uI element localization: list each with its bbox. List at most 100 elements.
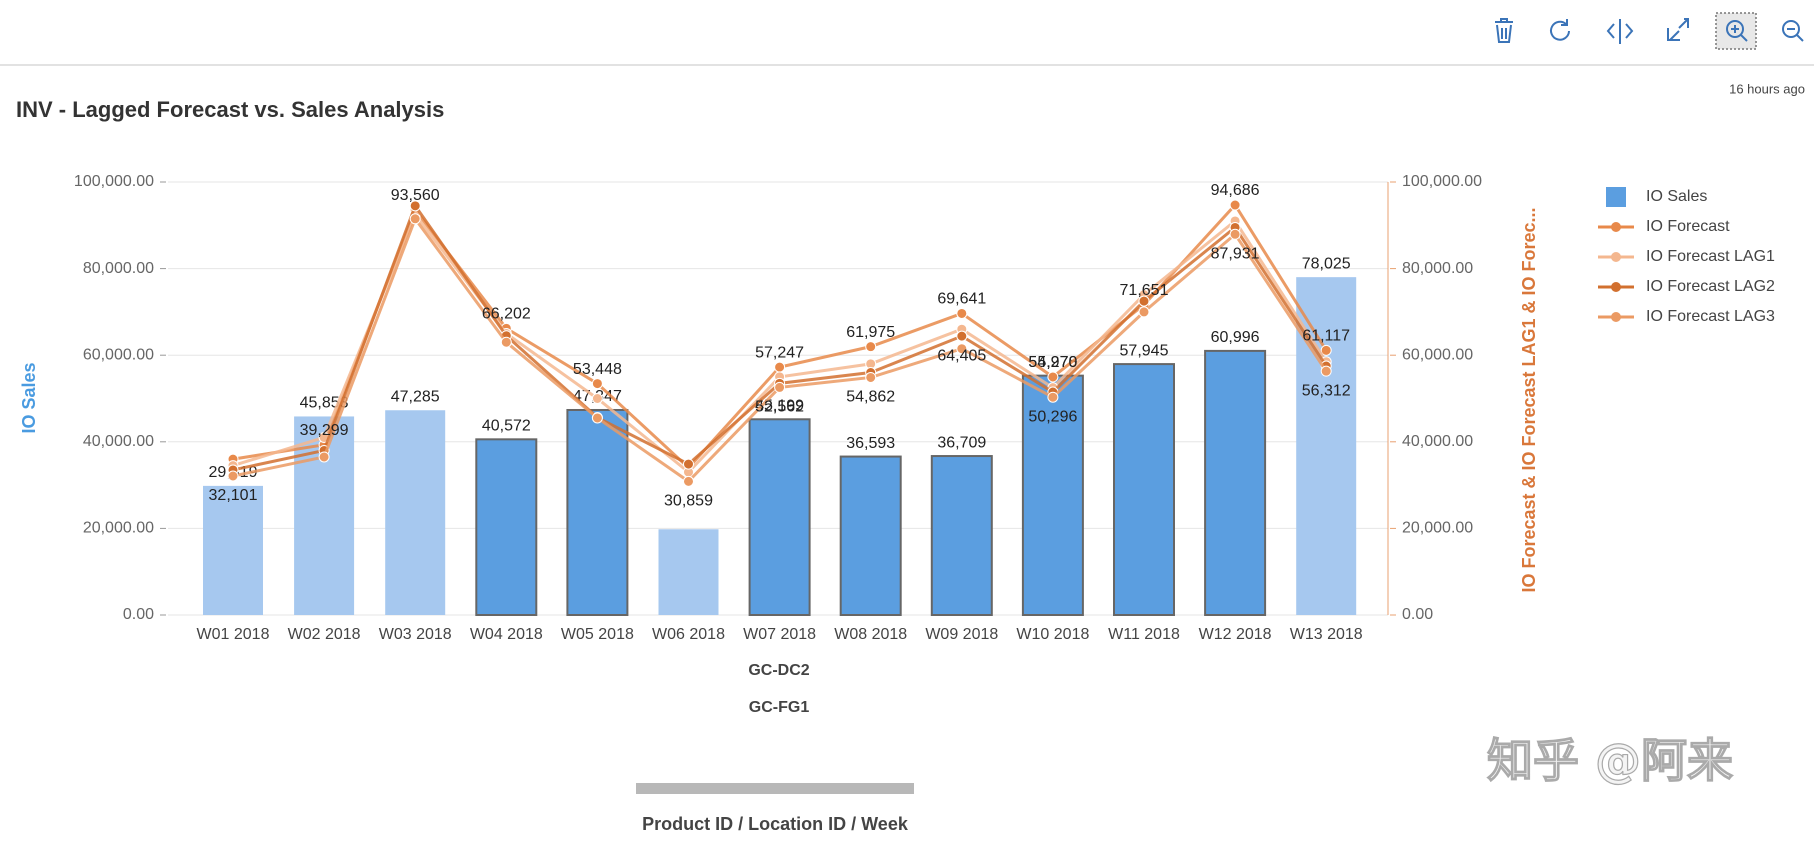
line-point <box>956 330 968 342</box>
bar-value-label: 57,945 <box>1120 342 1169 359</box>
scrollbar[interactable] <box>636 783 914 794</box>
line-value-label: 52,562 <box>755 399 804 416</box>
y-tick-label: 60,000.00 <box>83 346 154 363</box>
line-point <box>591 378 603 390</box>
y2-tick-label: 80,000.00 <box>1402 260 1473 277</box>
line-value-label: 66,202 <box>482 306 531 323</box>
x-tick-label: W02 2018 <box>288 626 361 643</box>
bar <box>839 455 902 616</box>
line-point <box>1229 228 1241 240</box>
line-point <box>1138 295 1150 307</box>
line-value-label: 61,117 <box>1302 328 1350 345</box>
line-value-label: 54,862 <box>846 389 895 406</box>
line-point <box>774 361 786 373</box>
bar <box>475 438 538 616</box>
split-button[interactable] <box>1606 19 1634 44</box>
legend-swatch <box>1611 282 1621 292</box>
line-value-label: 69,641 <box>937 291 986 308</box>
bar <box>658 529 719 615</box>
line-point <box>1229 199 1241 211</box>
y-axis-title: IO Sales <box>19 362 39 433</box>
line-value-label: 30,859 <box>664 493 713 510</box>
x-axis-level-label: GC-FG1 <box>749 699 810 716</box>
timestamp: 16 hours ago <box>1729 81 1805 96</box>
line-value-label: 93,560 <box>391 187 440 204</box>
line-point <box>1047 371 1059 383</box>
line-value-label: 53,448 <box>573 361 622 378</box>
y2-tick-label: 60,000.00 <box>1402 346 1473 363</box>
line-point <box>500 336 512 348</box>
line-point <box>1320 365 1332 377</box>
line-point <box>318 451 330 463</box>
y2-tick-label: 20,000.00 <box>1402 520 1473 537</box>
legend-label: IO Sales <box>1646 188 1707 205</box>
y2-tick-label: 0.00 <box>1402 606 1433 623</box>
x-tick-label: W12 2018 <box>1199 626 1272 643</box>
y-tick-label: 40,000.00 <box>83 433 154 450</box>
line-point <box>409 213 421 225</box>
legend-label: IO Forecast LAG2 <box>1646 278 1775 295</box>
bar <box>566 408 629 616</box>
line-point <box>591 393 603 404</box>
bar-value-label: 36,593 <box>846 435 895 452</box>
x-tick-label: W04 2018 <box>470 626 543 643</box>
line-point <box>956 307 968 319</box>
bar <box>1021 374 1084 617</box>
bar-value-label: 78,025 <box>1302 255 1351 272</box>
line-point <box>1138 306 1150 318</box>
legend-label: IO Forecast LAG3 <box>1646 308 1775 325</box>
line-point <box>774 381 786 393</box>
bar-value-label: 36,709 <box>937 434 986 451</box>
x-axis-title: Product ID / Location ID / Week <box>642 814 909 834</box>
line-point <box>683 458 694 470</box>
y-tick-label: 100,000.00 <box>74 173 154 190</box>
bar-value-label: 40,572 <box>482 418 531 435</box>
legend-label: IO Forecast LAG1 <box>1646 248 1775 265</box>
y-tick-label: 0.00 <box>123 606 154 623</box>
y2-tick-label: 40,000.00 <box>1402 433 1473 450</box>
x-tick-label: W08 2018 <box>834 626 907 643</box>
bar <box>1204 349 1267 616</box>
line-value-label: 64,405 <box>937 347 986 364</box>
bar <box>930 455 993 616</box>
y-tick-label: 80,000.00 <box>83 260 154 277</box>
line-point <box>1320 344 1332 356</box>
x-tick-label: W05 2018 <box>561 626 634 643</box>
x-tick-label: W09 2018 <box>925 626 998 643</box>
line-point <box>409 200 421 212</box>
watermark: 知乎 @阿来 <box>1487 734 1733 788</box>
refresh-button[interactable] <box>1550 19 1570 41</box>
bar-value-label: 47,285 <box>391 388 440 405</box>
line-point <box>227 470 239 482</box>
legend-swatch <box>1611 252 1621 262</box>
fullscreen-button[interactable] <box>1667 18 1689 41</box>
x-tick-label: W07 2018 <box>743 626 816 643</box>
line-value-label: 39,299 <box>300 422 349 439</box>
line-value-label: 57,247 <box>755 344 804 361</box>
x-tick-label: W13 2018 <box>1290 626 1363 643</box>
line-value-label: 94,686 <box>1211 182 1260 199</box>
delete-button[interactable] <box>1495 18 1513 43</box>
zoom-out-button[interactable] <box>1782 20 1804 42</box>
legend-swatch <box>1606 187 1626 207</box>
bar <box>748 418 811 616</box>
line-point <box>956 343 968 355</box>
line-point <box>683 475 694 487</box>
bar <box>1113 363 1175 616</box>
line-value-label: 50,296 <box>1028 408 1077 425</box>
line-value-label: 87,931 <box>1211 245 1260 262</box>
bar <box>385 410 446 615</box>
x-tick-label: W10 2018 <box>1016 626 1089 643</box>
bar <box>203 485 263 615</box>
bar-value-label: 60,996 <box>1211 329 1260 346</box>
line-point <box>591 412 603 424</box>
x-tick-label: W06 2018 <box>652 626 725 643</box>
line-point <box>1047 391 1059 403</box>
zoom-in-button[interactable] <box>1715 12 1757 50</box>
line-value-label: 32,101 <box>209 487 258 504</box>
legend-swatch <box>1611 222 1621 232</box>
line-point <box>865 371 877 383</box>
y-tick-label: 20,000.00 <box>83 520 154 537</box>
